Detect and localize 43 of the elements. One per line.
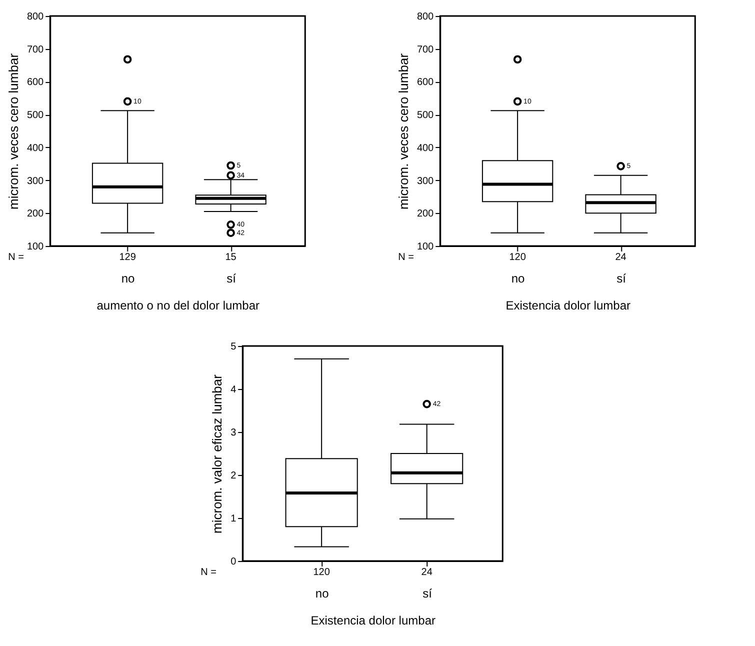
x-tick-label: sí [422,586,433,600]
y-tick-label: 300 [416,176,434,187]
y-tick-label: 300 [26,176,44,187]
y-axis-title: microm. veces cero lumbar [6,52,21,210]
text: N = [8,252,24,263]
x-tick-label: sí [226,272,237,286]
y-tick-label: 100 [416,242,434,252]
text: 24 [421,567,433,578]
y-tick-label: 3 [230,428,237,438]
y-tick-label: 200 [26,208,44,220]
x-tick-label: sí [616,272,627,286]
y-tick-label: 0 [230,556,237,568]
y-tick-label: 2 [230,470,237,482]
y-tick-label: 700 [26,44,44,56]
y-tick-label: 800 [26,12,44,22]
y-tick-label: 600 [416,77,434,88]
y-tick-label: 600 [26,77,44,88]
text: N = [398,252,414,263]
x-axis-title: Existencia dolor lumbar [506,298,630,312]
text: 15 [225,252,237,263]
text: 129 [119,252,136,263]
y-tick-label: 500 [26,110,44,122]
x-axis-title: aumento o no del dolor lumbar [96,298,260,312]
y-tick-label: 5 [230,342,237,352]
x-tick-label: no [511,272,526,286]
y-tick-label: 200 [416,208,434,220]
x-tick-label: no [315,586,330,600]
y-tick-label: 4 [230,384,237,396]
y-axis-title: microm. valor eficaz lumbar [210,374,225,534]
y-tick-label: 800 [416,12,434,22]
y-tick-label: 400 [416,142,434,154]
y-tick-label: 400 [26,142,44,154]
y-tick-label: 500 [416,110,434,122]
x-tick-label: no [121,272,136,286]
y-tick-label: 1 [230,514,237,524]
text: N = [200,567,217,578]
y-tick-label: 100 [26,242,44,252]
text: 120 [313,567,330,578]
x-axis-title: Existencia dolor lumbar [310,614,436,628]
text: 120 [509,252,526,263]
y-tick-label: 700 [416,44,434,56]
y-axis-title: microm. veces cero lumbar [396,52,411,210]
text: 24 [615,252,627,263]
